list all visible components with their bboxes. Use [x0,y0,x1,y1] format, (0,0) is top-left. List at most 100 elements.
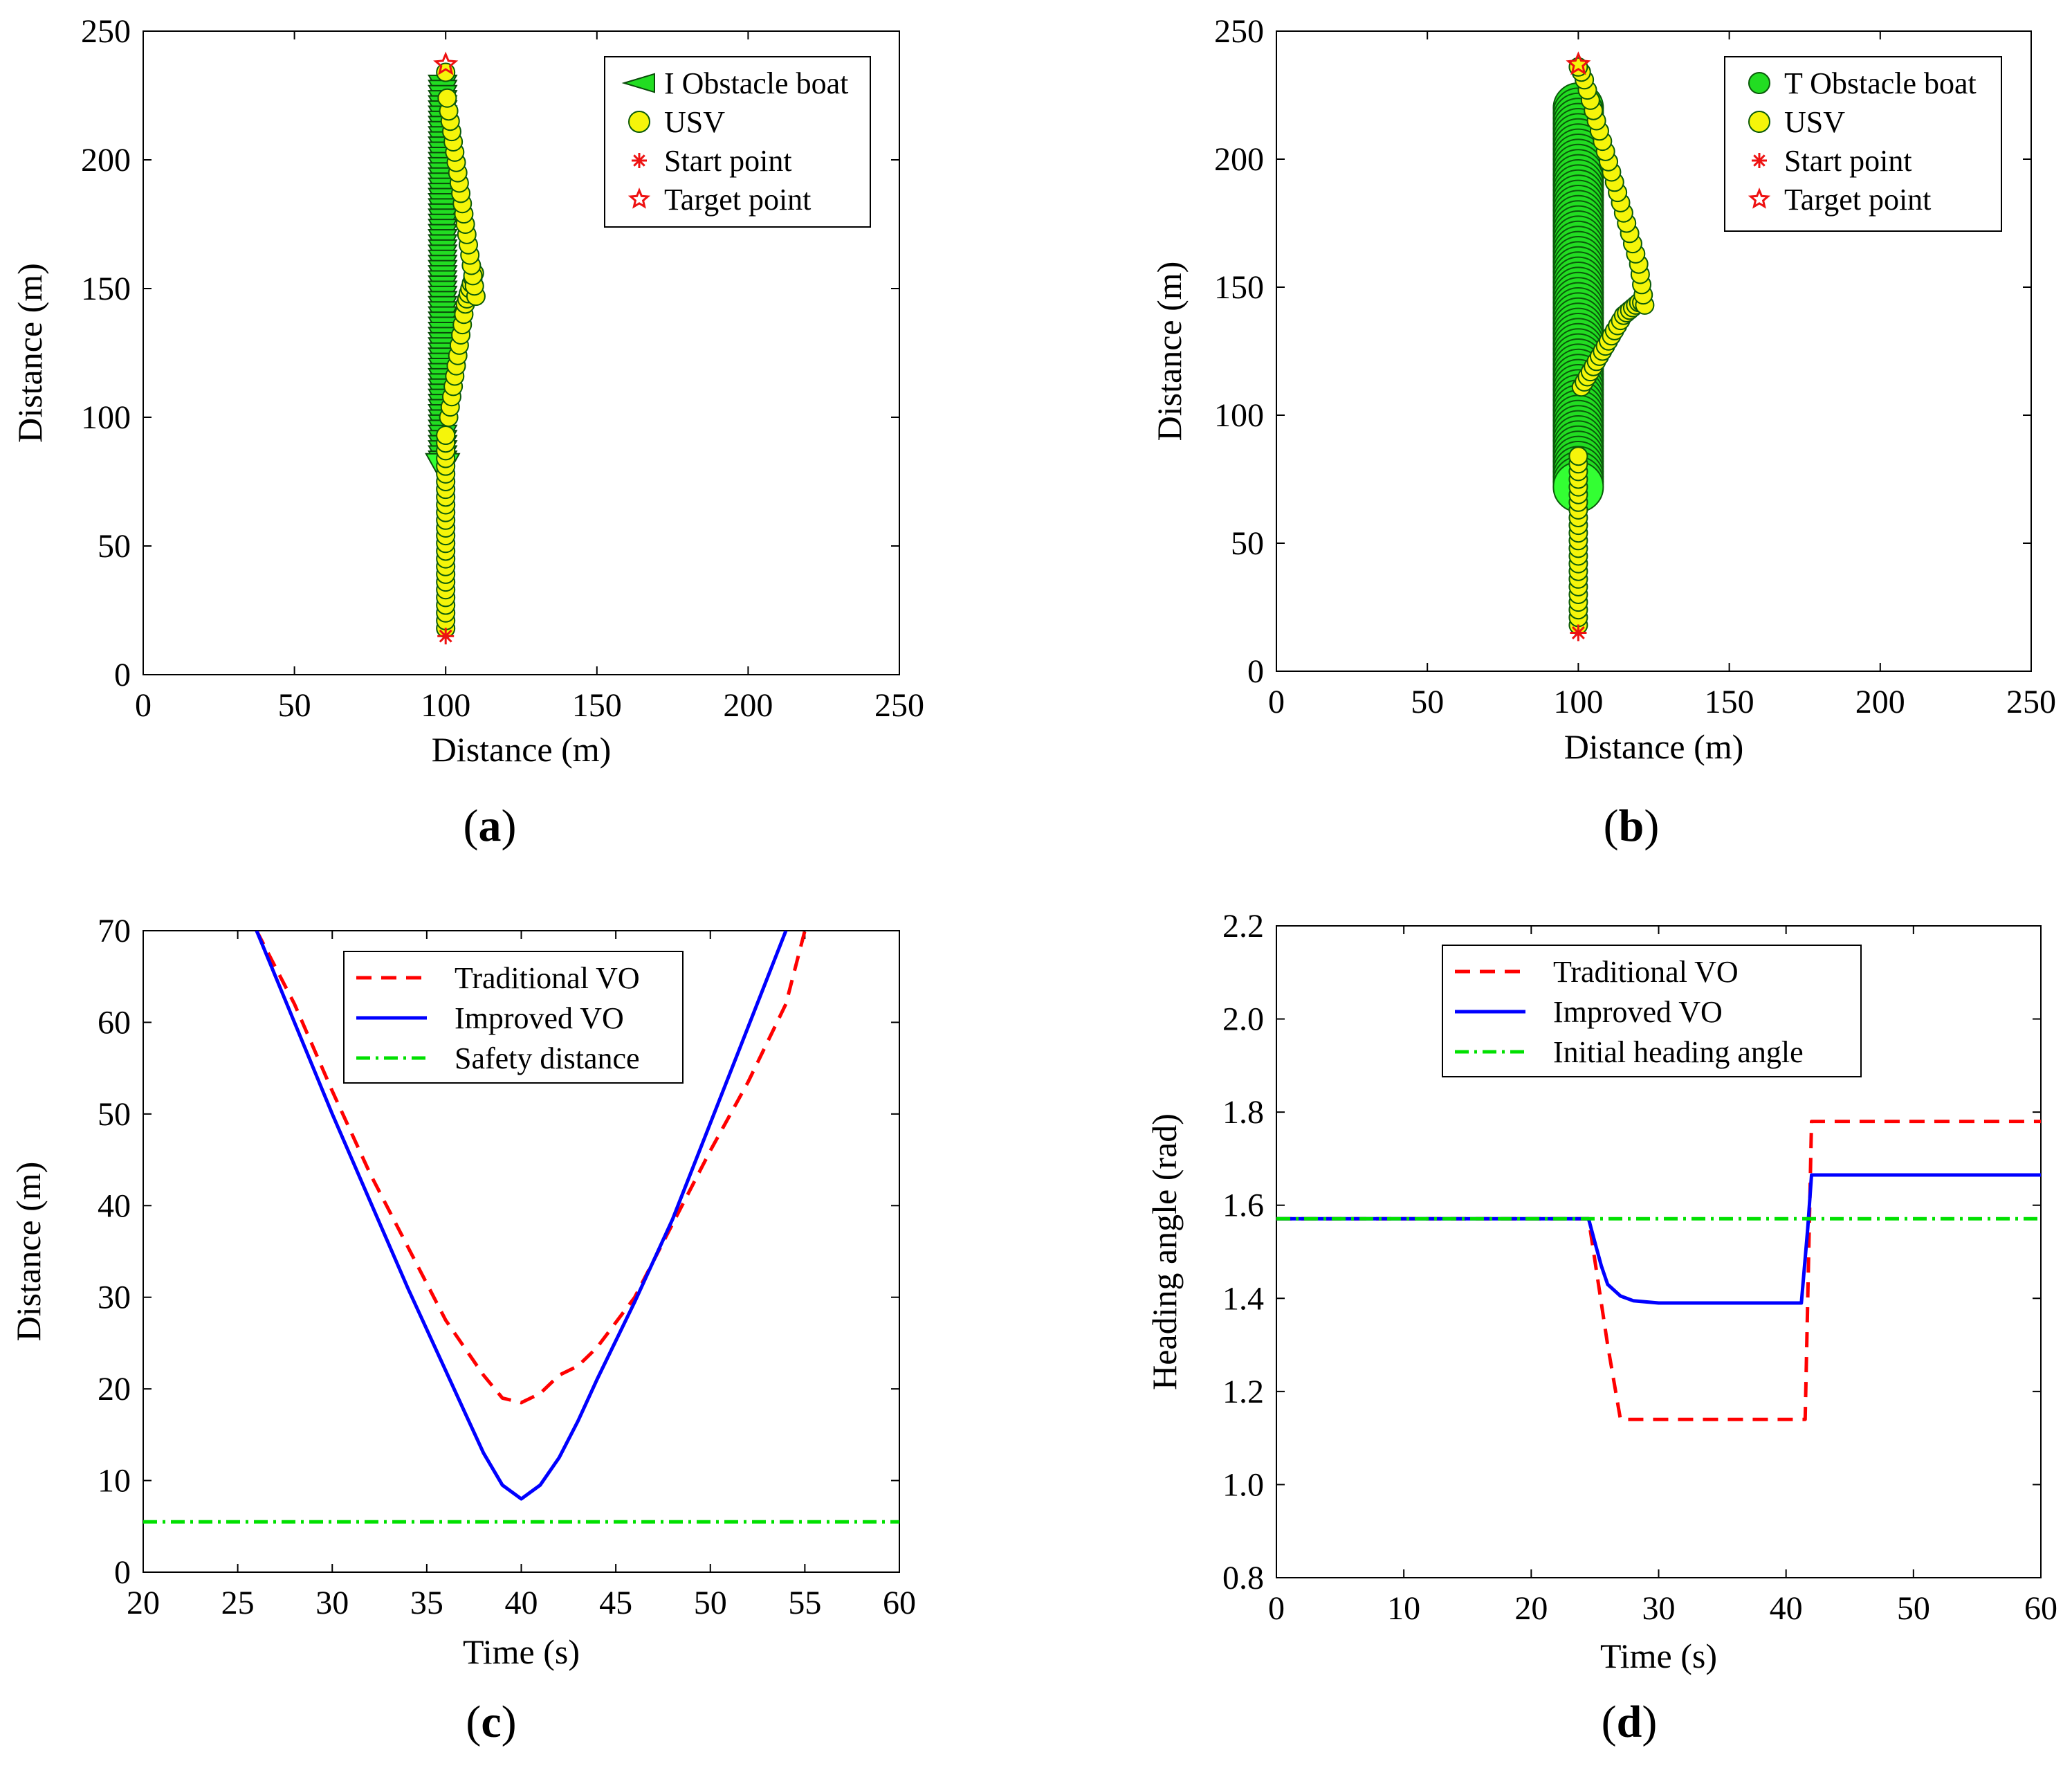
y-tick-label: 10 [98,1463,131,1500]
y-tick-label: 1.2 [1222,1374,1264,1410]
series-improved-vo [255,931,788,1501]
panel-label: (a) [464,801,517,851]
y-tick-label: 1.8 [1222,1094,1264,1131]
panel-label-letter: b [1619,801,1644,851]
y-tick-label: 150 [1214,269,1264,306]
panel-label-open: ( [1602,1697,1617,1747]
x-tick-label: 150 [1705,684,1754,720]
series-target-point [1566,51,1591,75]
panel-label-close: ) [502,1697,517,1747]
panel-label-close: ) [502,801,517,851]
y-tick-label: 0 [114,1554,131,1591]
legend-swatch [1748,188,1771,209]
x-tick-label: 30 [315,1585,349,1621]
y-tick-label: 150 [81,271,131,307]
legend-label: Initial heading angle [1553,1035,1804,1069]
panel-label-open: ( [1604,801,1619,851]
legend-swatch [1752,153,1767,168]
y-axis-label: Distance (m) [10,263,49,443]
y-tick-label: 0.8 [1222,1560,1264,1596]
y-tick-label: 50 [98,1096,131,1133]
x-tick-label: 0 [1268,1590,1285,1627]
panel-label-letter: c [481,1697,501,1747]
legend-label: Improved VO [455,1001,624,1035]
legend-label: USV [664,105,725,139]
panel-label-letter: a [479,801,502,851]
y-tick-label: 200 [1214,141,1264,178]
chart-a: 0 50 100 150 200 250 0 50 100 150 200 250 Distance (… [10,13,924,851]
series-usv [436,62,486,639]
x-tick-label: 100 [1553,684,1603,720]
y-tick-label: 50 [98,528,131,565]
x-tick-label: 25 [221,1585,255,1621]
legend-swatch [621,73,655,93]
series-start-point [437,628,455,645]
y-tick-label: 2.2 [1222,908,1264,945]
x-tick-label: 50 [1411,684,1444,720]
chart-d: 0 10 20 30 40 50 60 0.8 1.0 1.2 1.4 1.6 1.8 2.0 2.2 Tim… [1145,908,2057,1747]
y-axis-label: Distance (m) [9,1162,48,1342]
chart-b: 0 50 100 150 200 250 0 50 100 150 200 250 Distance (… [1150,13,2056,851]
legend-swatch [1748,111,1770,133]
x-tick-label: 20 [127,1585,160,1621]
y-tick-label: 250 [81,13,131,50]
x-tick-label: 60 [883,1585,916,1621]
y-tick-label: 50 [1231,525,1264,562]
y-tick-label: 1.0 [1222,1466,1264,1503]
y-tick-label: 20 [98,1371,131,1407]
x-tick-label: 10 [1387,1590,1420,1627]
panel-label-open: ( [466,1697,481,1747]
legend-label: Target point [664,183,811,217]
series-start-point [1570,624,1587,641]
x-axis-label: Time (s) [1600,1637,1717,1675]
panel-label-close: ) [1644,801,1659,851]
y-tick-label: 0 [114,657,131,693]
data-point [437,628,455,645]
legend-label: Safety distance [455,1041,640,1075]
legend: Traditional VO Improved VO Safety distance [343,951,684,1084]
x-tick-label: 0 [1268,684,1285,720]
y-tick-label: 100 [1214,397,1264,434]
series-target-point [433,51,459,75]
data-point [437,88,457,108]
data-point [1570,624,1587,641]
x-axis-label: Distance (m) [1564,727,1744,766]
x-tick-label: 250 [2006,684,2056,720]
x-tick-label: 50 [694,1585,727,1621]
plot-area [1552,51,1655,641]
x-tick-label: 55 [788,1585,821,1621]
panel-label-letter: d [1617,1697,1642,1747]
x-tick-label: 200 [1855,684,1905,720]
data-point [1568,446,1588,466]
panel-label-open: ( [464,801,479,851]
panel-label: (d) [1602,1697,1658,1747]
y-tick-label: 70 [98,913,131,949]
legend-swatch [628,111,650,133]
plot-area [143,931,899,1524]
y-tick-label: 250 [1214,13,1264,50]
chart-c: 20 25 30 35 40 45 50 55 60 0 10 20 30 40 50 60 70 Time (s… [9,913,916,1747]
legend-swatch [1748,72,1770,94]
data-point [436,426,456,446]
plot-area [425,51,486,645]
legend-label: Target point [1784,183,1931,217]
legend-label: Start point [664,144,792,178]
legend-label: USV [1784,105,1845,139]
series-usv [1568,57,1655,635]
y-tick-label: 0 [1247,653,1264,690]
panel-label: (b) [1604,801,1660,851]
panel-label-close: ) [1642,1697,1657,1747]
x-tick-label: 50 [1897,1590,1930,1627]
legend-label: Improved VO [1553,995,1723,1029]
panel-label: (c) [466,1697,516,1747]
y-tick-label: 40 [98,1187,131,1224]
y-tick-label: 200 [81,142,131,179]
legend-label: Start point [1784,144,1912,178]
x-tick-label: 20 [1514,1590,1548,1627]
legend-label: I Obstacle boat [664,66,848,100]
x-tick-label: 60 [2024,1590,2057,1627]
x-tick-label: 30 [1642,1590,1676,1627]
legend: I Obstacle boat USV Start point Target poin… [604,56,871,228]
x-axis-label: Distance (m) [432,730,612,769]
